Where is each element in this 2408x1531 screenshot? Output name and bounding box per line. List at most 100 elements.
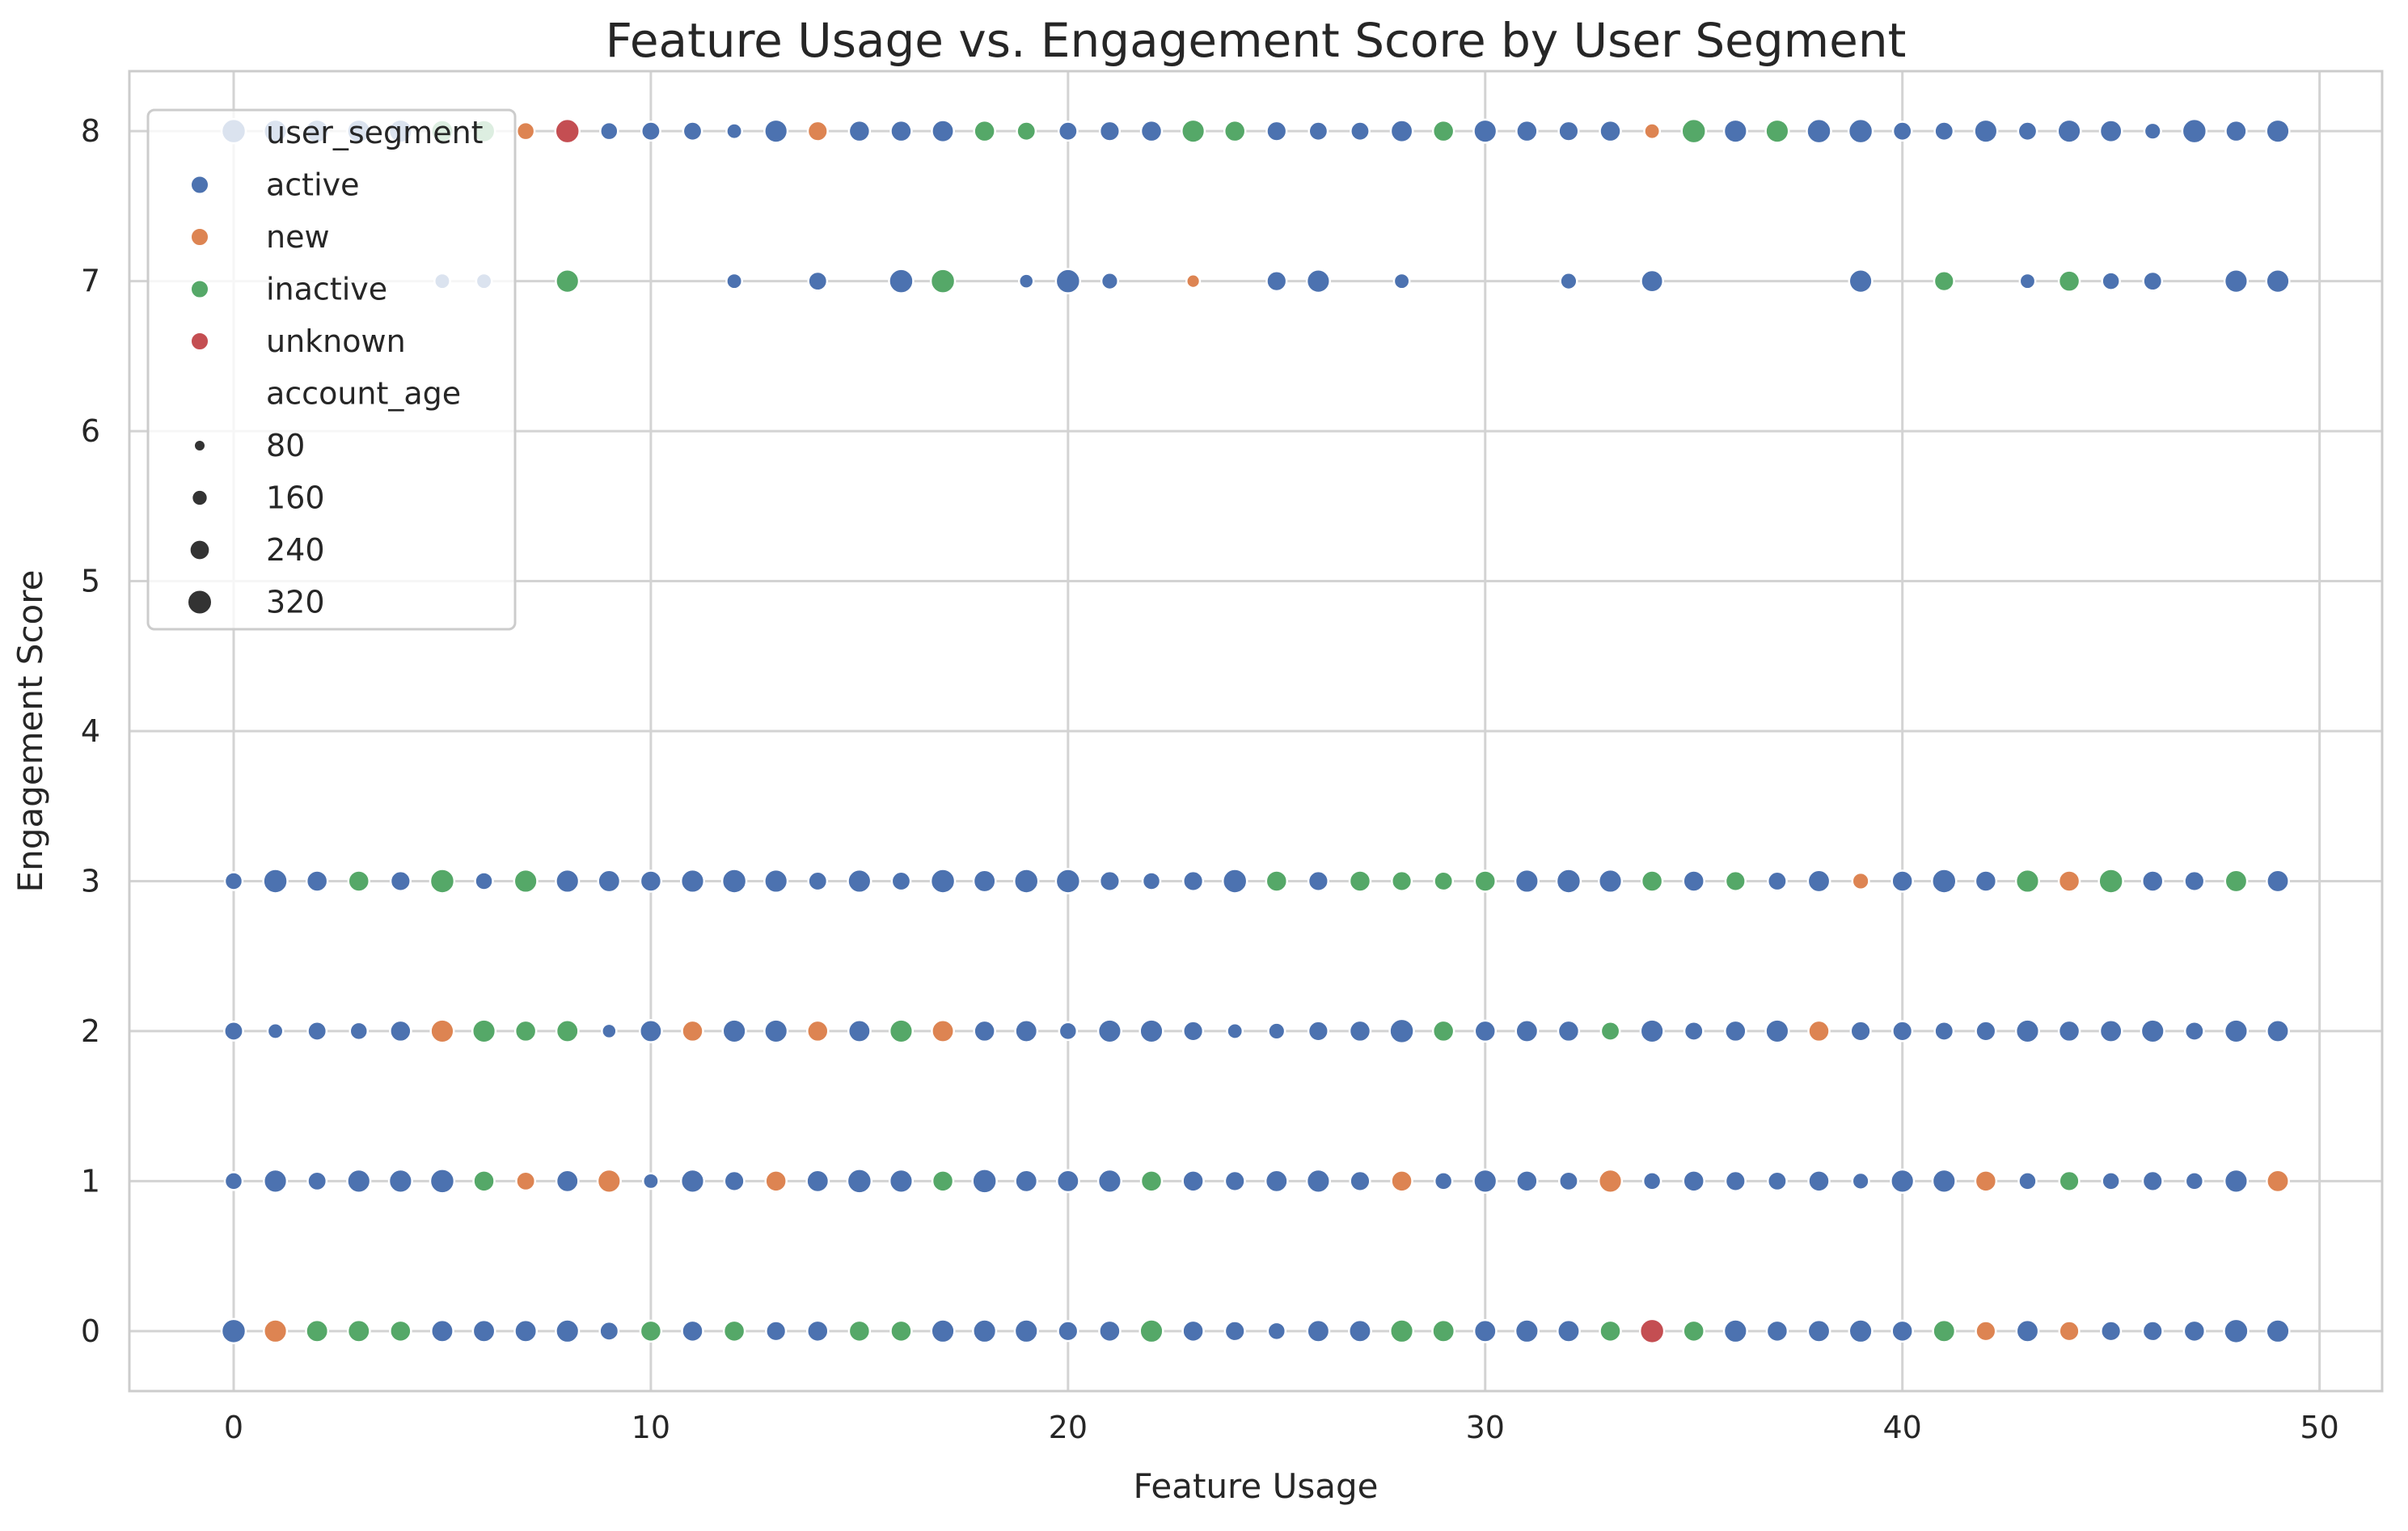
data-point: [641, 1172, 660, 1191]
data-point: [639, 869, 663, 893]
data-point: [1307, 1020, 1329, 1043]
data-point: [1682, 1169, 1705, 1193]
data-point: [765, 1320, 788, 1343]
data-point: [1933, 1020, 1955, 1042]
data-point: [1182, 1020, 1205, 1043]
data-point: [2056, 118, 2082, 144]
data-point: [1431, 119, 1455, 143]
data-point: [2223, 1018, 2250, 1044]
data-point: [1557, 120, 1580, 142]
data-point: [2141, 1320, 2164, 1343]
data-point: [681, 1319, 704, 1343]
data-point: [389, 869, 412, 893]
data-point: [1058, 1021, 1079, 1042]
data-point: [2058, 1169, 2081, 1192]
data-point: [1221, 868, 1248, 894]
data-point: [1013, 1318, 1039, 1344]
data-point: [973, 1019, 996, 1043]
data-point: [1764, 1018, 1790, 1044]
data-point: [1182, 869, 1205, 893]
data-point: [1185, 273, 1202, 290]
data-point: [1640, 269, 1665, 294]
data-point: [1975, 1320, 1997, 1343]
data-point: [2100, 1320, 2123, 1343]
data-point: [601, 1022, 618, 1040]
data-point: [1264, 1169, 1289, 1194]
data-point: [266, 1021, 285, 1040]
data-point: [1557, 1019, 1581, 1043]
data-point: [1307, 869, 1329, 893]
y-tick-label: 3: [81, 863, 100, 899]
data-point: [1054, 868, 1082, 894]
data-point: [555, 868, 581, 894]
data-point: [1890, 1168, 1916, 1194]
data-point: [1847, 117, 1874, 145]
data-point: [305, 869, 329, 893]
y-axis-label: Engagement Score: [11, 570, 50, 893]
data-point: [2101, 271, 2121, 291]
legend-label-new: new: [266, 219, 330, 255]
data-point: [930, 1318, 956, 1344]
data-point: [763, 118, 789, 144]
data-point: [1555, 868, 1582, 894]
data-point: [1766, 1170, 1788, 1192]
data-point: [1932, 1318, 1957, 1343]
data-point: [720, 868, 748, 894]
data-point: [599, 121, 619, 142]
data-point: [2017, 1171, 2038, 1191]
data-point: [1141, 871, 1162, 891]
data-point: [1639, 1018, 1665, 1044]
data-point: [722, 1319, 746, 1343]
data-point: [1599, 1319, 1622, 1343]
data-point: [1724, 1019, 1747, 1043]
data-point: [1849, 1020, 1872, 1043]
data-point: [1890, 869, 1914, 893]
data-point: [2265, 118, 2291, 144]
data-point: [1016, 121, 1037, 142]
data-point: [931, 119, 955, 144]
data-point: [1348, 1019, 1372, 1043]
data-point: [1975, 1020, 1997, 1043]
data-point: [2098, 1018, 2123, 1043]
data-point: [223, 1171, 244, 1191]
data-point: [1722, 1318, 1748, 1344]
legend-size-marker: [187, 589, 213, 615]
data-point: [888, 268, 915, 294]
data-point: [2057, 869, 2081, 893]
data-point: [888, 1018, 915, 1044]
data-point: [2101, 1171, 2121, 1191]
y-tick-label: 4: [81, 713, 100, 749]
data-point: [846, 1168, 873, 1195]
data-point: [220, 1317, 247, 1345]
data-point: [2140, 1018, 2165, 1044]
data-point: [971, 1168, 998, 1195]
data-point: [639, 1319, 663, 1343]
data-point: [1683, 1020, 1705, 1042]
data-point: [387, 1168, 413, 1194]
data-point: [1515, 1169, 1539, 1193]
data-point: [598, 1320, 620, 1342]
data-point: [1724, 1169, 1747, 1192]
legend-size-label: 160: [266, 480, 325, 516]
data-point: [763, 1018, 789, 1044]
data-point: [1472, 118, 1498, 144]
data-point: [931, 1169, 955, 1193]
data-point: [2017, 121, 2038, 142]
data-point: [1389, 119, 1414, 144]
data-point: [763, 868, 789, 894]
legend-marker-inactive: [190, 279, 209, 299]
data-point: [1181, 1169, 1205, 1193]
legend-size-label: 240: [266, 532, 325, 568]
data-point: [349, 1021, 370, 1042]
legend-size-marker: [191, 488, 209, 507]
data-point: [972, 1318, 998, 1344]
data-point: [1139, 1169, 1164, 1193]
data-point: [1765, 1319, 1789, 1343]
data-point: [679, 868, 706, 894]
x-axis-ticks: 0 10 20 30 40 50: [224, 1410, 2339, 1445]
data-point: [1226, 1021, 1244, 1040]
data-point: [2224, 119, 2248, 143]
data-point: [807, 270, 829, 292]
x-axis-label: Feature Usage: [1134, 1466, 1379, 1506]
data-point: [429, 1018, 455, 1044]
